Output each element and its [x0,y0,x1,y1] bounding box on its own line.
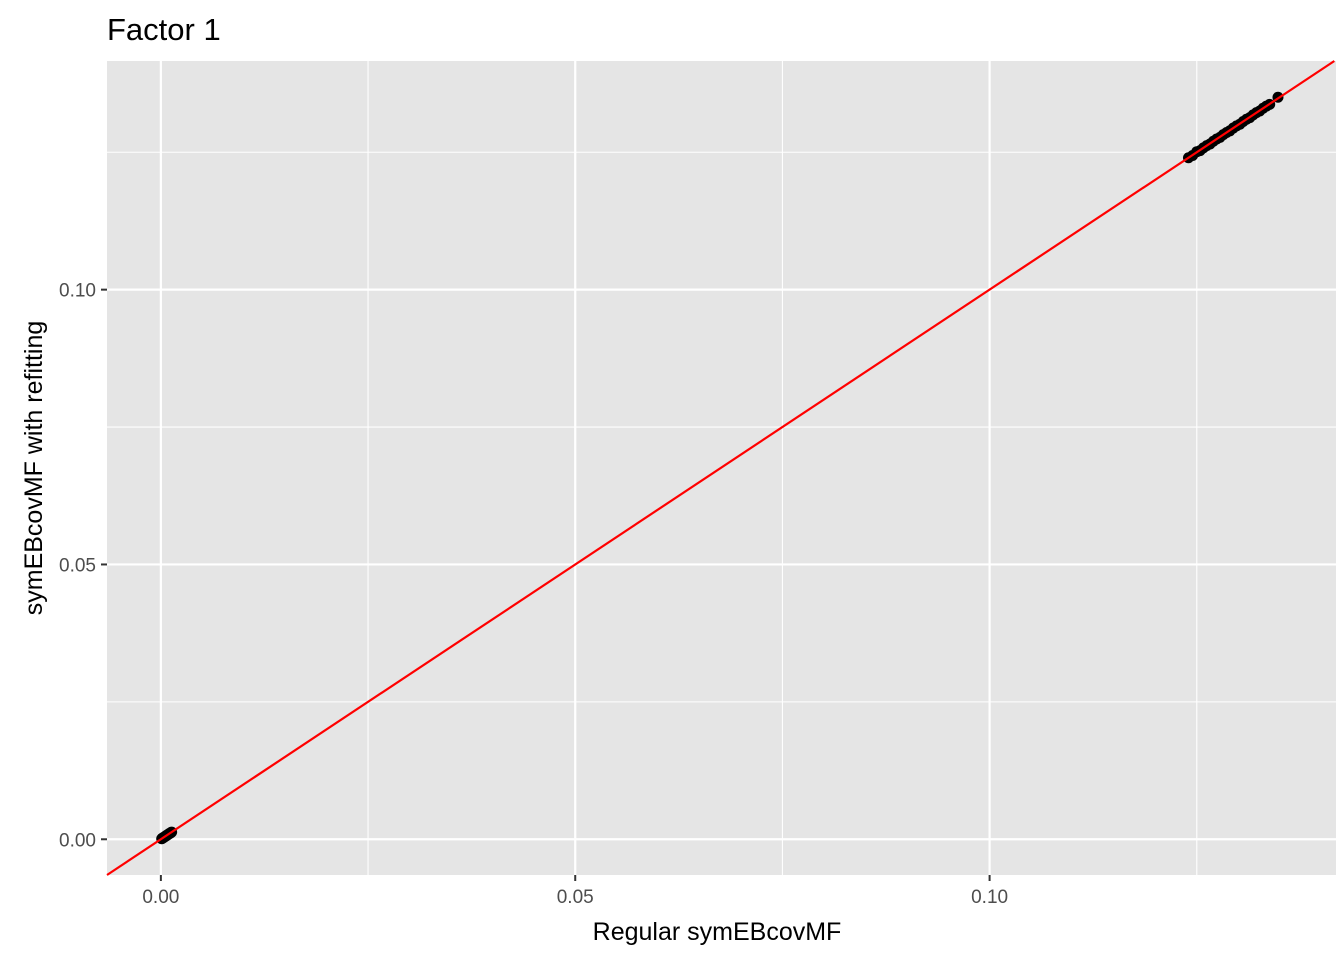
reference-line [106,60,1335,876]
y-axis-title: symEBcovMF with refitting [20,321,48,616]
y-tick-label: 0.10 [59,281,96,302]
identity-line [106,60,1335,876]
chart-title: Factor 1 [107,12,221,47]
x-axis-ticks: 0.00 0.05 0.10 [142,875,1008,908]
minor-gridlines [107,61,1336,875]
x-tick-label: 0.10 [971,887,1008,908]
y-axis-ticks: 0.00 0.05 0.10 [59,281,107,851]
x-tick-label: 0.00 [142,887,179,908]
y-tick-label: 0.00 [59,830,96,851]
x-tick-label: 0.05 [557,887,594,908]
x-axis-title: Regular symEBcovMF [593,918,842,946]
major-gridlines [107,61,1336,875]
y-tick-label: 0.05 [59,555,96,576]
